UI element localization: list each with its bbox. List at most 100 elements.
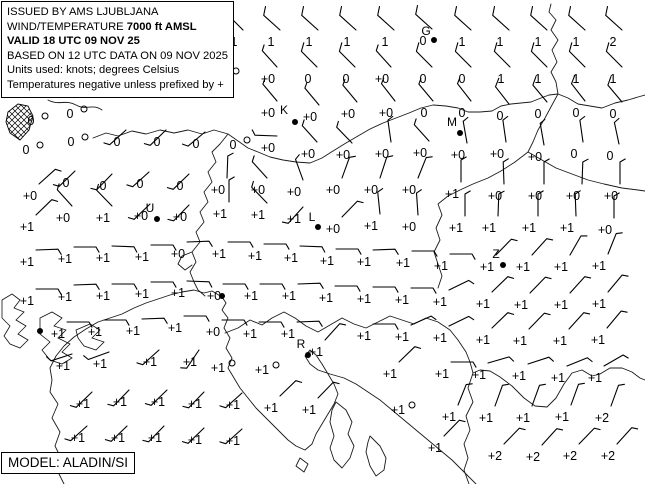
wind-station: +0 [413,118,430,160]
wind-barb-icon [56,183,73,207]
station-temp: +0 [402,183,416,197]
city-dot-icon [292,119,298,125]
wind-station: +1 [554,276,592,312]
wind-station: 0 [338,42,356,86]
station-temp: +0 [402,220,416,234]
wind-barb-icon [415,42,433,68]
city-dot-icon [37,328,43,334]
wind-station: +0 [206,319,248,339]
wind-barb-icon [377,5,395,31]
wind-station: +1 [395,287,437,307]
city-marker-U: U [146,201,160,222]
wind-station: +1 [20,288,62,308]
station-temp: 1 [344,35,351,49]
wind-station: 1 [377,5,395,49]
station-temp: 2 [610,35,617,49]
wind-station: +1 [449,190,471,235]
wind-barb-icon [281,206,304,224]
station-temp: 0 [421,106,428,120]
wind-barb-icon [300,42,318,68]
calm-wind-icon [228,359,236,367]
lagoon-texture [1,293,105,365]
station-temp: +1 [213,207,227,221]
station-temp: +1 [476,297,490,311]
station-temp: +1 [226,398,240,412]
station-temp: +1 [551,371,565,385]
wind-barb-icon [136,349,160,366]
station-temp: +1 [482,221,496,235]
station-temp: +1 [479,411,493,425]
station-temp: +1 [472,368,486,382]
station-temp: +1 [248,249,262,263]
station-temp: +1 [51,327,65,341]
station-temp: +1 [282,289,296,303]
wind-barb-icon [111,283,138,290]
station-temp: +1 [264,401,278,415]
border-south [224,311,645,484]
station-temp: +1 [20,255,34,269]
city-marker-R: R [297,337,311,358]
station-temp: 1 [535,35,542,49]
station-temp: +1 [20,294,34,308]
wind-station: +0 [56,183,73,225]
island-cres [365,435,387,477]
station-temp: +0 [413,146,427,160]
station-temp: +1 [56,359,70,373]
wind-station: +1 [319,285,361,305]
station-temp: +1 [148,431,162,445]
station-temp: +1 [512,369,526,383]
wind-barb-icon [372,286,399,293]
wind-barb-icon [342,78,358,103]
wind-station: +1 [357,323,399,343]
wind-station: +1 [383,346,422,381]
wind-barb-icon [334,285,361,292]
wind-station: +1 [107,389,130,409]
wind-station: +0 [336,120,353,162]
wind-station: +1 [512,356,554,383]
wind-station: +1 [551,357,593,385]
wind-station: +1 [180,349,200,369]
wind-station: +1 [171,280,213,300]
wind-barb-icon [338,42,356,68]
city-letter: K [280,103,288,117]
station-temp: 0 [230,138,237,152]
city-marker-Z: Z [492,247,506,268]
wind-barb-icon [304,81,320,106]
station-temp: +1 [433,331,447,345]
wind-barb-icon [543,158,550,185]
wind-station: +0 [566,158,589,203]
wind-station: +0 [604,158,626,203]
wind-station: +1 [281,206,304,226]
wind-barb-icon [379,155,394,179]
station-temp: 1 [459,35,466,49]
wind-station: +0 [326,155,356,197]
hatched-area-icon [5,103,34,141]
wind-station: 1 [530,5,548,49]
wind-barb-icon [341,200,364,218]
wind-barb-icon [456,77,472,102]
station-temp: +0 [488,189,502,203]
wind-station: +1 [244,283,286,303]
station-temp: +0 [171,247,185,261]
wind-station: 0 [418,77,434,120]
wind-barb-icon [491,312,515,329]
wind-station: +0 [488,158,509,203]
city-dot-icon [431,37,437,43]
station-temp: +1 [111,431,125,445]
wind-barb-icon [380,77,396,102]
wind-barb-icon [503,427,526,445]
wind-barb-icon [457,383,473,406]
station-temp: 0 [607,149,614,163]
wind-barb-icon [180,349,200,369]
wind-station: 1 [530,42,548,86]
wind-station: +1 [243,321,285,341]
wind-barb-icon [166,173,190,190]
station-temp: +1 [555,410,569,424]
station-temp: 0 [305,72,312,86]
wind-station: +0 [127,203,151,223]
issued-by-line: ISSUED BY AMS LJUBLJANA [7,6,159,18]
wind-station: +1 [96,183,113,225]
station-temp: +1 [188,433,202,447]
wind-station: +1 [219,392,243,412]
wind-station: +0 [287,154,304,199]
